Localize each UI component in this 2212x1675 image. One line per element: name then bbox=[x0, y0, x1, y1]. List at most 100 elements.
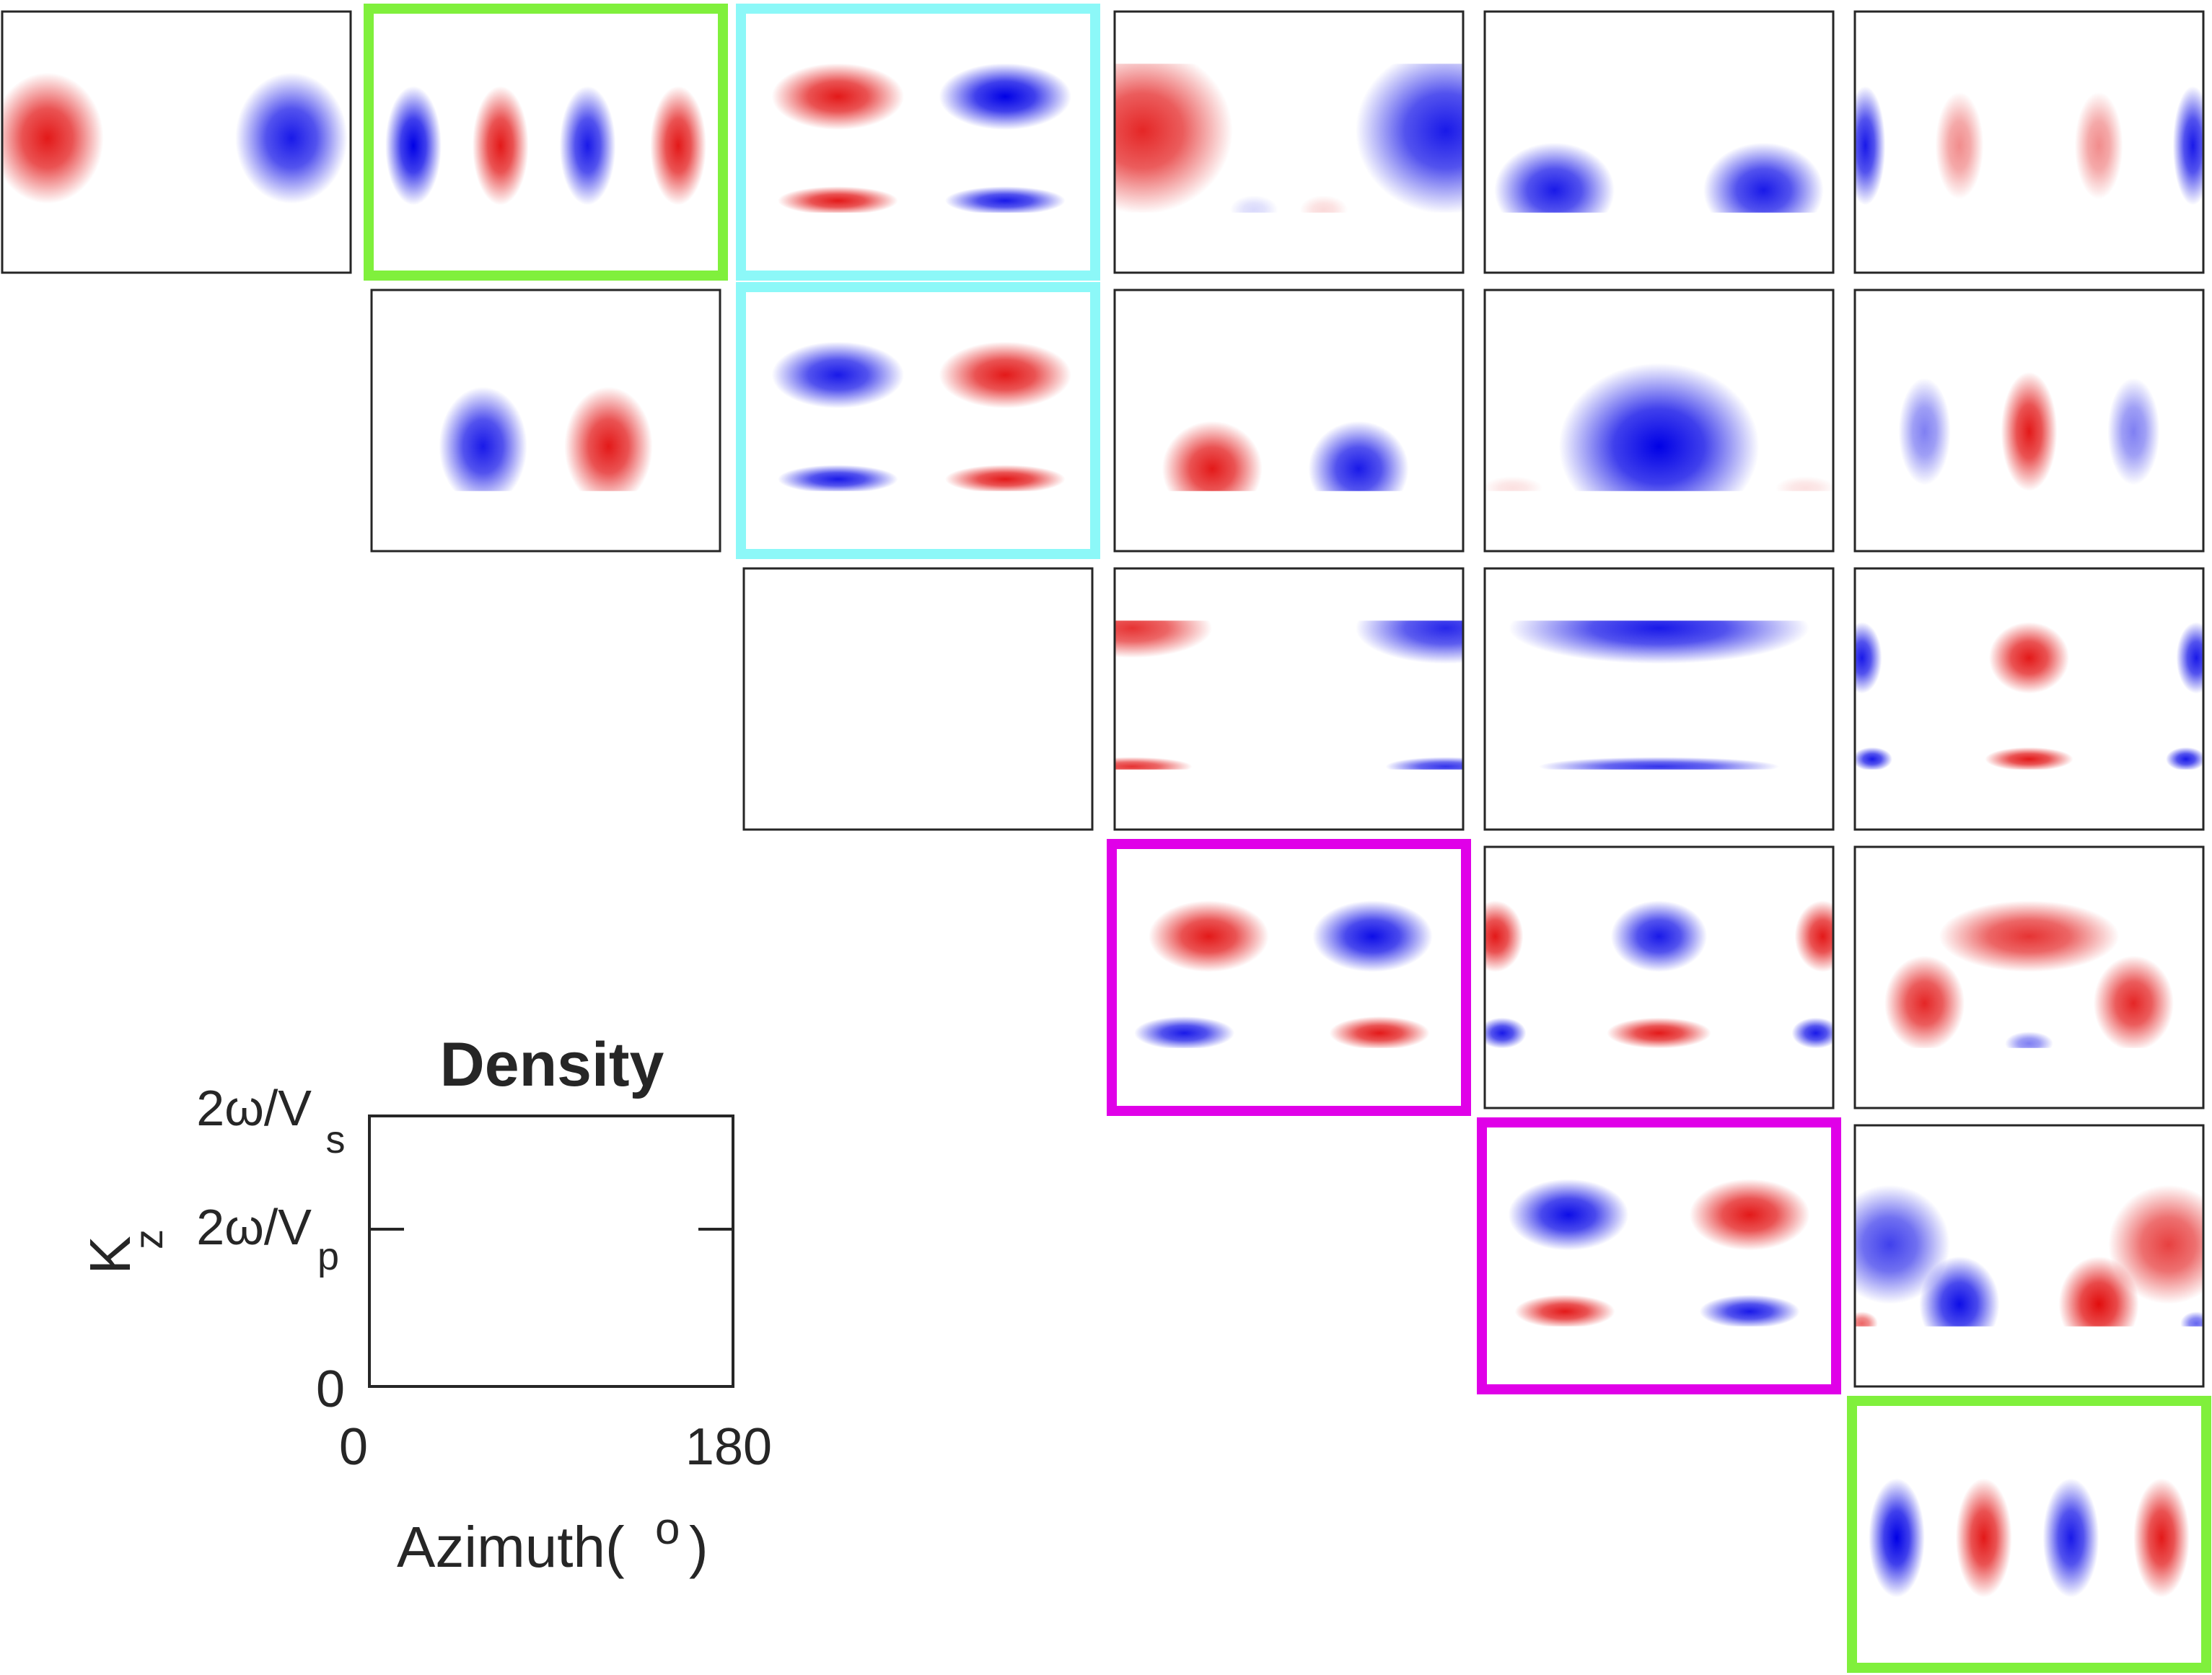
positive-lobe bbox=[1149, 900, 1269, 972]
panel-field bbox=[771, 342, 1071, 491]
ytick-label-vs-subscript: s bbox=[326, 1118, 346, 1161]
positive-lobe bbox=[1514, 1295, 1615, 1327]
positive-lobe bbox=[1329, 1016, 1430, 1048]
negative-lobe bbox=[385, 86, 442, 206]
heatmap-panel bbox=[1853, 10, 2205, 274]
negative-lobe bbox=[1699, 1295, 1800, 1327]
xtick-label-180: 180 bbox=[685, 1418, 772, 1476]
panel-field bbox=[1884, 900, 2174, 1048]
positive-lobe bbox=[944, 465, 1066, 491]
ytick-label-vp-main: 2ω/V bbox=[196, 1199, 312, 1255]
positive-lobe bbox=[1935, 92, 1984, 200]
negative-lobe bbox=[1312, 900, 1433, 972]
panel-background bbox=[1115, 568, 1463, 830]
negative-lobe bbox=[1229, 195, 1278, 213]
negative-lobe bbox=[1485, 1017, 1527, 1048]
heatmap-panel bbox=[1853, 289, 2205, 553]
negative-lobe bbox=[1134, 1016, 1235, 1048]
heatmap-panel bbox=[1483, 10, 1835, 274]
legend-panel-axes-box bbox=[368, 1115, 734, 1388]
positive-lobe bbox=[2133, 1478, 2190, 1598]
negative-lobe bbox=[2107, 377, 2160, 485]
panel-frame bbox=[1, 10, 352, 274]
ytick-label-vp-subscript: p bbox=[317, 1235, 339, 1278]
negative-lobe bbox=[771, 342, 905, 409]
panel-background bbox=[1485, 12, 1833, 273]
positive-lobe bbox=[1162, 421, 1263, 491]
heatmap-panel bbox=[1853, 845, 2205, 1109]
heatmap-panel bbox=[736, 282, 1100, 559]
negative-lobe bbox=[1538, 757, 1780, 770]
positive-lobe bbox=[564, 387, 653, 491]
positive-lobe bbox=[1299, 195, 1348, 213]
panel-frame bbox=[1853, 845, 2205, 1109]
heatmap-panel bbox=[736, 4, 1100, 281]
y-axis-label-subscript: z bbox=[126, 1229, 171, 1249]
positive-lobe bbox=[472, 86, 529, 206]
negative-lobe bbox=[1509, 620, 1809, 664]
positive-lobe bbox=[2108, 1184, 2203, 1304]
positive-lobe bbox=[1794, 900, 1833, 972]
density-legend-panel: Density 0 2ω/V p 2ω/V s 0 180 Azimuth( o… bbox=[78, 1030, 772, 1579]
panel-field bbox=[1494, 142, 1824, 213]
positive-lobe bbox=[778, 186, 898, 213]
negative-lobe bbox=[944, 186, 1066, 213]
panel-field bbox=[1869, 1478, 2190, 1598]
panel-background bbox=[372, 290, 720, 551]
panel-field bbox=[1855, 1184, 2203, 1327]
heatmap-panel bbox=[1113, 10, 1465, 274]
panel-frame bbox=[1853, 1124, 2205, 1388]
panel-field bbox=[1855, 86, 2203, 206]
negative-lobe bbox=[2166, 747, 2203, 770]
panel-background bbox=[1115, 847, 1463, 1108]
x-axis-label-close: ) bbox=[689, 1515, 708, 1579]
heatmap-panel bbox=[742, 567, 1094, 831]
panel-field bbox=[1162, 421, 1409, 491]
panel-frame bbox=[1483, 289, 1835, 553]
negative-lobe bbox=[1355, 620, 1463, 664]
heatmap-panel-grid bbox=[1, 4, 2211, 1673]
positive-lobe bbox=[1855, 1311, 1878, 1327]
positive-lobe bbox=[2058, 1256, 2139, 1327]
negative-lobe bbox=[2176, 622, 2203, 694]
negative-lobe bbox=[559, 86, 616, 206]
panel-field bbox=[1898, 372, 2160, 491]
positive-lobe bbox=[2074, 92, 2123, 200]
panel-field bbox=[1509, 620, 1809, 770]
positive-lobe bbox=[1115, 63, 1233, 213]
panel-background bbox=[1485, 568, 1833, 830]
panel-highlight-frame-cyan bbox=[736, 4, 1100, 281]
heatmap-panel bbox=[1847, 1396, 2211, 1673]
heatmap-panel bbox=[1477, 1117, 1841, 1394]
negative-lobe bbox=[1703, 142, 1824, 213]
y-axis-label-main: K bbox=[78, 1236, 142, 1274]
ytick-label-vp: 2ω/V bbox=[196, 1199, 312, 1255]
negative-lobe bbox=[2172, 86, 2203, 206]
positive-lobe bbox=[1115, 757, 1193, 770]
negative-lobe bbox=[1355, 63, 1463, 213]
positive-lobe bbox=[1955, 1478, 2012, 1598]
negative-lobe bbox=[939, 63, 1071, 131]
heatmap-panel bbox=[1483, 567, 1835, 831]
negative-lobe bbox=[1558, 363, 1760, 491]
panel-background bbox=[744, 290, 1092, 551]
panel-field bbox=[1508, 1179, 1810, 1327]
panel-field bbox=[2, 72, 348, 204]
positive-lobe bbox=[2093, 955, 2174, 1048]
positive-lobe bbox=[1485, 476, 1543, 491]
positive-lobe bbox=[650, 86, 706, 206]
ytick-label-vs-main: 2ω/V bbox=[196, 1080, 312, 1136]
negative-lobe bbox=[778, 465, 898, 491]
panel-frame bbox=[1853, 10, 2205, 274]
panel-frame bbox=[1483, 845, 1835, 1109]
panel-background bbox=[1855, 568, 2203, 830]
panel-field bbox=[771, 63, 1071, 213]
positive-lobe bbox=[1884, 955, 1965, 1048]
negative-lobe bbox=[1855, 622, 1882, 694]
panel-background bbox=[1115, 290, 1463, 551]
panel-background bbox=[744, 12, 1092, 273]
legend-panel-title: Density bbox=[440, 1030, 664, 1099]
heatmap-panel bbox=[1, 10, 352, 274]
panel-field bbox=[1485, 900, 1833, 1048]
heatmap-panel bbox=[1853, 1124, 2205, 1388]
